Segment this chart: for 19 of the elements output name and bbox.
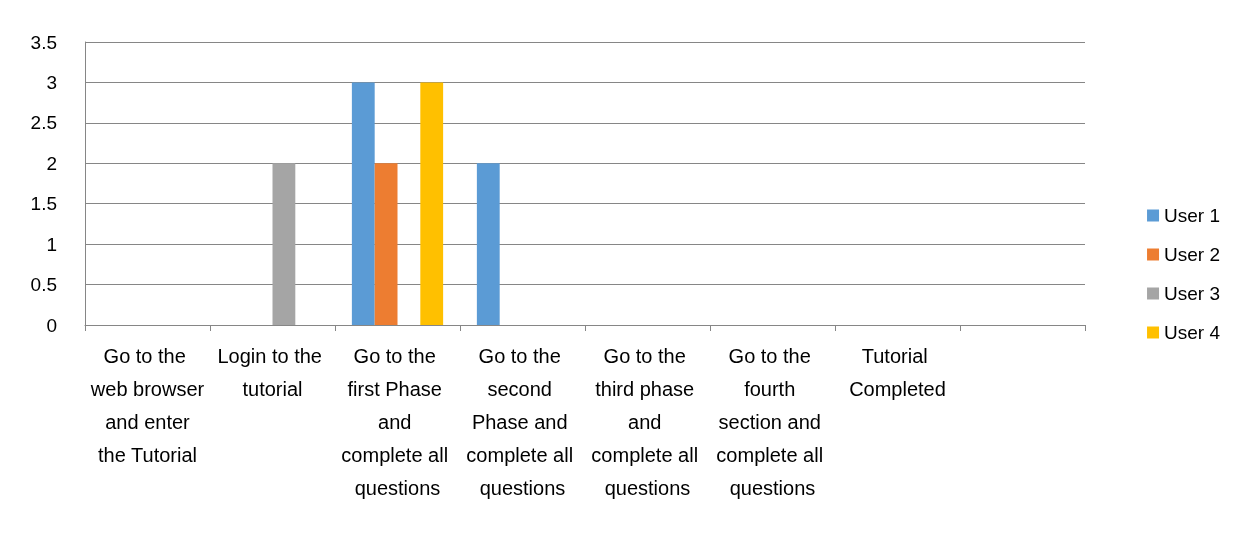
y-tick-label: 3.5 [30, 31, 57, 53]
x-tick-label: Go to the fourth section and complete all questions [716, 344, 829, 499]
y-tick-label: 0.5 [30, 274, 57, 296]
x-tick-label: Go to the third phase and complete all questions [591, 344, 704, 499]
y-tick-label: 2 [46, 152, 57, 174]
legend-label: User 4 [1164, 322, 1221, 343]
x-tick-label: Go to the second Phase and complete all questions [466, 344, 579, 499]
legend-label: User 1 [1164, 205, 1221, 226]
legend-label: User 3 [1164, 283, 1221, 304]
y-tick-label: 2.5 [30, 112, 57, 134]
y-tick-label: 1 [46, 233, 57, 255]
y-tick-label: 1.5 [30, 193, 57, 215]
x-tick-label: Go to the web browser and enter the Tutorial [89, 344, 205, 466]
y-tick-label: 3 [46, 71, 57, 93]
legend-label: User 2 [1164, 244, 1221, 265]
x-tick-label: Tutorial Completed [849, 344, 946, 400]
x-tick-label: Go to the first Phase and complete all questions [341, 344, 454, 499]
y-tick-label: 0 [46, 314, 57, 336]
x-tick-label: Login to the tutorial [217, 344, 328, 400]
